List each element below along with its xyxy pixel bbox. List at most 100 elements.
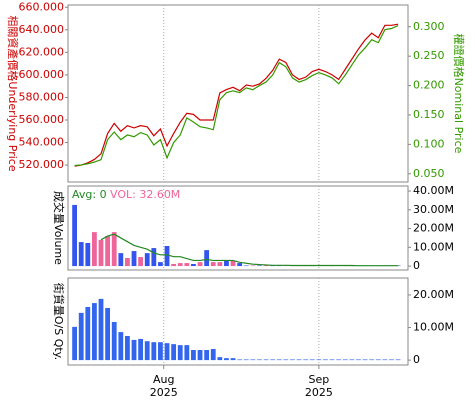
- y-tick-label: 520.000: [19, 158, 65, 171]
- bar: [224, 261, 229, 267]
- bar: [144, 253, 150, 267]
- bar: [316, 359, 322, 361]
- bar: [125, 258, 130, 267]
- bar: [131, 251, 137, 267]
- bar: [78, 242, 84, 267]
- y-tick-label: 620.000: [19, 45, 65, 58]
- bar: [164, 343, 170, 361]
- plot-frame: [67, 4, 409, 183]
- y2-tick-label: 0.250: [413, 49, 445, 62]
- plot-frame: [67, 185, 409, 271]
- line-series: [100, 233, 399, 267]
- bar: [342, 359, 348, 361]
- bar: [105, 307, 111, 361]
- y-tick-label: 40.00M: [413, 184, 454, 197]
- bar: [230, 261, 236, 267]
- bar: [85, 307, 91, 361]
- bar: [105, 236, 111, 267]
- bar: [217, 357, 223, 361]
- y-tick-label: 540.000: [19, 136, 65, 149]
- bar: [191, 350, 196, 361]
- bar: [111, 232, 117, 267]
- y2-tick-label: 0.150: [413, 108, 445, 121]
- bar: [92, 232, 97, 267]
- bar: [250, 359, 256, 361]
- bar: [263, 359, 269, 361]
- bar: [362, 359, 368, 361]
- x-tick-label: Sep 2025: [305, 373, 333, 399]
- bar: [177, 263, 183, 267]
- bar: [257, 265, 262, 267]
- bar: [336, 359, 342, 361]
- bar: [144, 341, 150, 361]
- bar: [243, 359, 249, 361]
- bar: [72, 204, 78, 267]
- bar: [395, 359, 401, 361]
- bar: [151, 248, 157, 267]
- bar: [131, 339, 137, 361]
- y-tick-label: 580.000: [19, 90, 65, 103]
- line-series: [74, 23, 399, 167]
- bar: [283, 359, 289, 361]
- bar: [125, 336, 130, 361]
- y-tick-label: 560.000: [19, 113, 65, 126]
- bar: [257, 359, 262, 361]
- bar: [164, 246, 170, 267]
- bar: [290, 359, 295, 361]
- bar: [204, 350, 210, 361]
- y-tick-label: 0: [413, 259, 420, 272]
- bar: [158, 262, 163, 267]
- bar: [197, 262, 203, 267]
- y2-tick-label: 0.300: [413, 20, 445, 33]
- bar: [78, 312, 84, 361]
- bar: [171, 264, 177, 267]
- bar: [309, 359, 315, 361]
- bar: [375, 359, 381, 361]
- bar: [210, 262, 216, 267]
- bar: [389, 359, 394, 361]
- y2-axis-label: 權證價格Nominal Price: [452, 34, 466, 154]
- bar: [349, 359, 355, 361]
- bar: [72, 326, 78, 361]
- bar: [224, 358, 229, 361]
- y2-tick-label: 0.100: [413, 137, 445, 150]
- y-tick-label: 660.000: [19, 0, 65, 13]
- bar: [263, 265, 269, 267]
- bar: [118, 253, 124, 267]
- y-tick-label: 10.00M: [413, 321, 454, 334]
- bar: [237, 263, 243, 267]
- bar: [98, 298, 104, 361]
- x-tick-label: Aug 2025: [150, 373, 178, 399]
- bar: [138, 338, 144, 361]
- bar: [92, 303, 97, 361]
- y-axis-label: 街貨量O/S Qty.: [52, 283, 66, 360]
- y2-tick-label: 0.200: [413, 79, 445, 92]
- bar: [243, 265, 249, 267]
- bar: [111, 321, 117, 361]
- y-tick-label: 30.00M: [413, 203, 454, 216]
- line-series: [74, 25, 399, 167]
- y-tick-label: 20.00M: [413, 222, 454, 235]
- y-tick-label: 20.00M: [413, 288, 454, 301]
- bar: [177, 345, 183, 361]
- bar: [197, 350, 203, 361]
- bar: [151, 342, 157, 361]
- annotation: VOL: 32.60M: [110, 188, 180, 201]
- bar: [184, 263, 190, 267]
- bar: [204, 250, 210, 267]
- bar: [250, 265, 256, 267]
- bar: [98, 240, 104, 267]
- bar: [270, 359, 276, 361]
- bar: [237, 359, 243, 361]
- bar: [329, 359, 335, 361]
- bar: [184, 345, 190, 361]
- bar: [296, 359, 302, 361]
- y-tick-label: 10.00M: [413, 240, 454, 253]
- bar: [210, 349, 216, 361]
- bar: [382, 359, 388, 361]
- bar: [323, 359, 328, 361]
- bar: [171, 344, 177, 361]
- y-tick-label: 640.000: [19, 23, 65, 36]
- bar: [217, 262, 223, 267]
- bar: [230, 358, 236, 361]
